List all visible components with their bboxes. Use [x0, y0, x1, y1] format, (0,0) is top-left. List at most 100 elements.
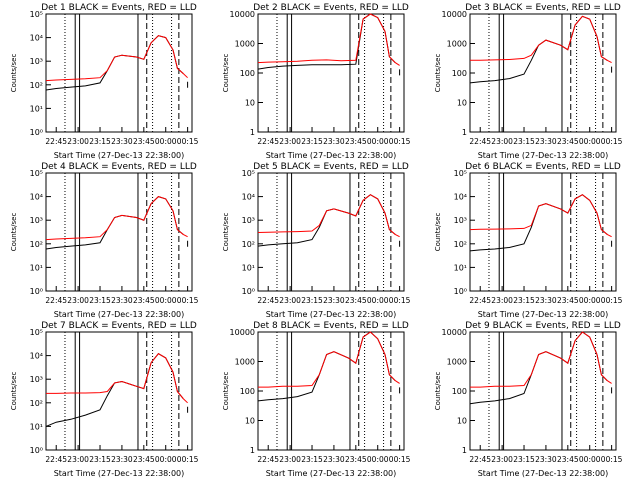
x-tick-label: 23:15: [301, 137, 323, 146]
panel-title: Det 3 BLACK = Events, RED = LLD: [465, 3, 621, 13]
x-tick-label: 23:45: [557, 296, 579, 305]
y-tick-label: 10⁴: [30, 193, 43, 202]
x-tick-label: 23:00: [67, 137, 89, 146]
y-axis-label: Counts/sec: [10, 372, 18, 411]
x-axis-label: Start Time (27-Dec-13 22:38:00): [266, 151, 397, 160]
x-tick-label: 22:45: [45, 455, 67, 464]
y-tick-label: 10000: [442, 328, 467, 337]
series-line-events: [469, 194, 613, 252]
y-tick-label: 10⁴: [454, 193, 467, 202]
x-axis-label: Start Time (27-Dec-13 22:38:00): [478, 151, 609, 160]
x-tick-label: 23:30: [323, 137, 345, 146]
x-tick-label: 23:30: [111, 455, 133, 464]
panel-det-5: Det 5 BLACK = Events, RED = LLD Counts/se…: [222, 162, 411, 319]
x-tick-label: 00:15: [177, 455, 199, 464]
y-tick-label: 1000: [235, 358, 255, 367]
series-line-events: [257, 331, 401, 402]
x-tick-label: 23:00: [279, 137, 301, 146]
series-line-events: [257, 194, 401, 247]
x-tick-label: 23:00: [279, 455, 301, 464]
x-axis-label: Start Time (27-Dec-13 22:38:00): [478, 310, 609, 319]
x-tick-label: 23:15: [89, 296, 111, 305]
x-tick-label: 23:15: [301, 455, 323, 464]
y-axis-label: Counts/sec: [10, 54, 18, 93]
y-tick-label: 100: [240, 69, 255, 78]
series-line-lld: [470, 331, 612, 388]
y-tick-label: 10⁵: [454, 169, 467, 178]
x-tick-label: 22:45: [469, 455, 491, 464]
series-line-lld: [257, 13, 400, 66]
panel-det-2: Det 2 BLACK = Events, RED = LLD Counts/se…: [222, 3, 411, 160]
series-line-lld: [258, 331, 400, 388]
y-tick-label: 10000: [442, 10, 467, 19]
y-tick-label: 10: [245, 417, 255, 426]
y-axis-label: Counts/sec: [222, 213, 230, 252]
x-tick-label: 00:00: [579, 137, 601, 146]
x-tick-label: 22:45: [257, 455, 279, 464]
x-tick-label: 00:15: [601, 137, 623, 146]
y-tick-label: 10: [457, 99, 467, 108]
y-tick-label: 10⁰: [242, 287, 255, 296]
x-tick-label: 23:15: [89, 455, 111, 464]
x-tick-label: 23:15: [513, 296, 535, 305]
series-line-events: [45, 196, 189, 250]
x-tick-label: 23:15: [513, 137, 535, 146]
x-axis-label: Start Time (27-Dec-13 22:38:00): [478, 469, 609, 478]
y-tick-label: 10: [245, 99, 255, 108]
panel-det-1: Det 1 BLACK = Events, RED = LLD Counts/se…: [10, 3, 199, 160]
plot-frame: [45, 13, 193, 133]
panel-title: Det 1 BLACK = Events, RED = LLD: [41, 3, 197, 13]
series-line-events: [257, 13, 401, 76]
x-tick-label: 00:00: [579, 455, 601, 464]
y-tick-label: 10³: [30, 57, 43, 66]
y-tick-label: 10: [457, 417, 467, 426]
x-tick-label: 00:15: [389, 137, 411, 146]
y-tick-label: 10⁴: [30, 352, 43, 361]
panel-title: Det 4 BLACK = Events, RED = LLD: [41, 162, 197, 172]
y-tick-label: 10⁵: [30, 328, 43, 337]
x-axis-label: Start Time (27-Dec-13 22:38:00): [54, 151, 185, 160]
x-tick-label: 00:00: [367, 455, 389, 464]
x-tick-label: 00:15: [177, 296, 199, 305]
y-tick-label: 10²: [30, 240, 43, 249]
y-tick-label: 10000: [230, 328, 255, 337]
x-tick-label: 23:30: [111, 137, 133, 146]
series-line-lld: [46, 353, 188, 404]
y-tick-label: 10¹: [242, 263, 255, 272]
x-tick-label: 00:15: [389, 455, 411, 464]
panel-det-8: Det 8 BLACK = Events, RED = LLD Counts/se…: [222, 321, 411, 478]
x-axis-label: Start Time (27-Dec-13 22:38:00): [54, 469, 185, 478]
y-tick-label: 10000: [230, 10, 255, 19]
series-line-lld: [257, 194, 400, 238]
panel-title: Det 9 BLACK = Events, RED = LLD: [465, 321, 621, 331]
x-tick-label: 00:15: [177, 137, 199, 146]
series-line-lld: [45, 35, 188, 82]
x-tick-label: 23:45: [345, 296, 367, 305]
y-tick-label: 10¹: [454, 263, 467, 272]
y-tick-label: 1000: [447, 358, 467, 367]
x-tick-label: 23:45: [557, 455, 579, 464]
y-tick-label: 10³: [30, 375, 43, 384]
panel-det-9: Det 9 BLACK = Events, RED = LLD Counts/se…: [434, 321, 623, 478]
plot-frame: [469, 331, 617, 451]
x-axis-label: Start Time (27-Dec-13 22:38:00): [266, 310, 397, 319]
x-tick-label: 23:00: [67, 455, 89, 464]
x-tick-label: 23:45: [557, 137, 579, 146]
plot-frame: [45, 172, 193, 292]
y-tick-label: 10⁵: [242, 169, 255, 178]
x-tick-label: 22:45: [257, 296, 279, 305]
x-tick-label: 00:15: [601, 296, 623, 305]
series-line-lld: [469, 194, 612, 238]
y-tick-label: 10²: [454, 240, 467, 249]
series-line-lld: [470, 15, 612, 64]
x-tick-label: 00:00: [155, 296, 177, 305]
y-tick-label: 100: [452, 387, 467, 396]
x-tick-label: 23:30: [535, 137, 557, 146]
x-tick-label: 23:45: [133, 137, 155, 146]
series-line-events: [469, 15, 613, 84]
x-tick-label: 23:45: [133, 455, 155, 464]
y-tick-label: 10¹: [30, 104, 43, 113]
plot-frame: [469, 13, 617, 133]
x-tick-label: 23:15: [89, 137, 111, 146]
